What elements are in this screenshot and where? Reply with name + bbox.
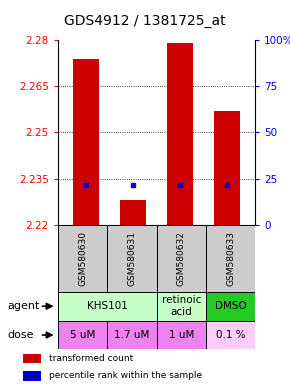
Text: agent: agent <box>7 301 40 311</box>
Bar <box>157 225 206 292</box>
Text: KHS101: KHS101 <box>87 301 128 311</box>
Text: DMSO: DMSO <box>215 301 246 311</box>
Bar <box>206 225 255 292</box>
Bar <box>214 111 240 225</box>
Bar <box>206 321 255 349</box>
Bar <box>107 225 157 292</box>
Text: GSM580632: GSM580632 <box>177 231 186 286</box>
Text: 0.1 %: 0.1 % <box>216 330 245 340</box>
Text: GSM580630: GSM580630 <box>78 231 87 286</box>
Bar <box>23 354 41 363</box>
Bar <box>58 292 157 321</box>
Text: GSM580633: GSM580633 <box>226 231 235 286</box>
Text: dose: dose <box>7 330 34 340</box>
Bar <box>23 371 41 381</box>
Bar <box>157 321 206 349</box>
Bar <box>157 292 206 321</box>
Bar <box>120 200 146 225</box>
Text: GDS4912 / 1381725_at: GDS4912 / 1381725_at <box>64 14 226 28</box>
Bar <box>107 321 157 349</box>
Text: retinoic
acid: retinoic acid <box>162 295 201 317</box>
Text: 5 uM: 5 uM <box>70 330 95 340</box>
Text: GSM580631: GSM580631 <box>127 231 137 286</box>
Text: 1 uM: 1 uM <box>168 330 194 340</box>
Bar <box>167 43 193 225</box>
Bar <box>206 292 255 321</box>
Text: percentile rank within the sample: percentile rank within the sample <box>49 371 202 380</box>
Bar <box>73 59 99 225</box>
Bar <box>58 225 107 292</box>
Text: 1.7 uM: 1.7 uM <box>114 330 150 340</box>
Bar <box>58 321 107 349</box>
Text: transformed count: transformed count <box>49 354 133 363</box>
